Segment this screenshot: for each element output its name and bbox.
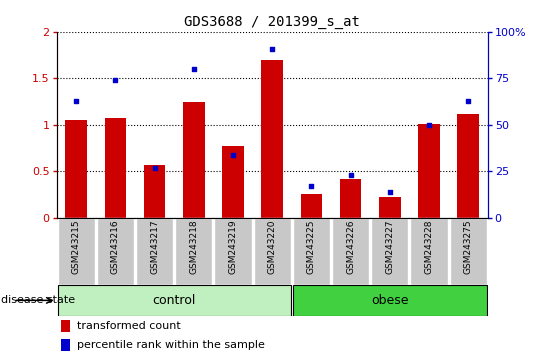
Text: percentile rank within the sample: percentile rank within the sample	[77, 340, 265, 350]
Point	[190, 66, 198, 72]
Text: obese: obese	[371, 294, 409, 307]
Text: GSM243275: GSM243275	[464, 220, 473, 274]
Bar	[293, 218, 330, 285]
Bar	[293, 285, 487, 316]
Bar	[410, 218, 447, 285]
Text: control: control	[153, 294, 196, 307]
Bar	[261, 60, 283, 218]
Text: GSM243218: GSM243218	[189, 220, 198, 274]
Point	[111, 78, 120, 83]
Text: disease state: disease state	[1, 295, 79, 306]
Title: GDS3688 / 201399_s_at: GDS3688 / 201399_s_at	[184, 16, 360, 29]
Bar	[58, 218, 95, 285]
Bar	[144, 165, 165, 218]
Text: transformed count: transformed count	[77, 321, 181, 331]
Bar	[61, 339, 71, 351]
Point	[150, 165, 159, 170]
Bar	[61, 320, 71, 332]
Point	[464, 98, 473, 103]
Text: GSM243220: GSM243220	[268, 220, 277, 274]
Bar	[175, 218, 212, 285]
Text: GSM243215: GSM243215	[72, 220, 81, 274]
Bar	[379, 197, 400, 218]
Point	[385, 189, 394, 195]
Bar	[340, 179, 361, 218]
Point	[268, 46, 277, 51]
Bar	[332, 218, 369, 285]
Text: GSM243217: GSM243217	[150, 220, 159, 274]
Bar	[371, 218, 409, 285]
Point	[72, 98, 80, 103]
Bar	[183, 102, 205, 218]
Bar	[418, 124, 440, 218]
Point	[307, 183, 316, 189]
Bar	[105, 118, 126, 218]
Text: GSM243227: GSM243227	[385, 220, 395, 274]
Bar	[458, 114, 479, 218]
Bar	[136, 218, 173, 285]
Text: GSM243219: GSM243219	[229, 220, 238, 274]
Bar	[301, 194, 322, 218]
Bar	[58, 285, 291, 316]
Text: GSM243226: GSM243226	[346, 220, 355, 274]
Text: GSM243216: GSM243216	[111, 220, 120, 274]
Text: GSM243225: GSM243225	[307, 220, 316, 274]
Point	[425, 122, 433, 128]
Bar	[215, 218, 252, 285]
Point	[346, 172, 355, 178]
Bar	[97, 218, 134, 285]
Point	[229, 152, 237, 157]
Bar	[450, 218, 487, 285]
Bar	[222, 146, 244, 218]
Bar	[65, 120, 87, 218]
Bar	[253, 218, 291, 285]
Text: GSM243228: GSM243228	[425, 220, 433, 274]
